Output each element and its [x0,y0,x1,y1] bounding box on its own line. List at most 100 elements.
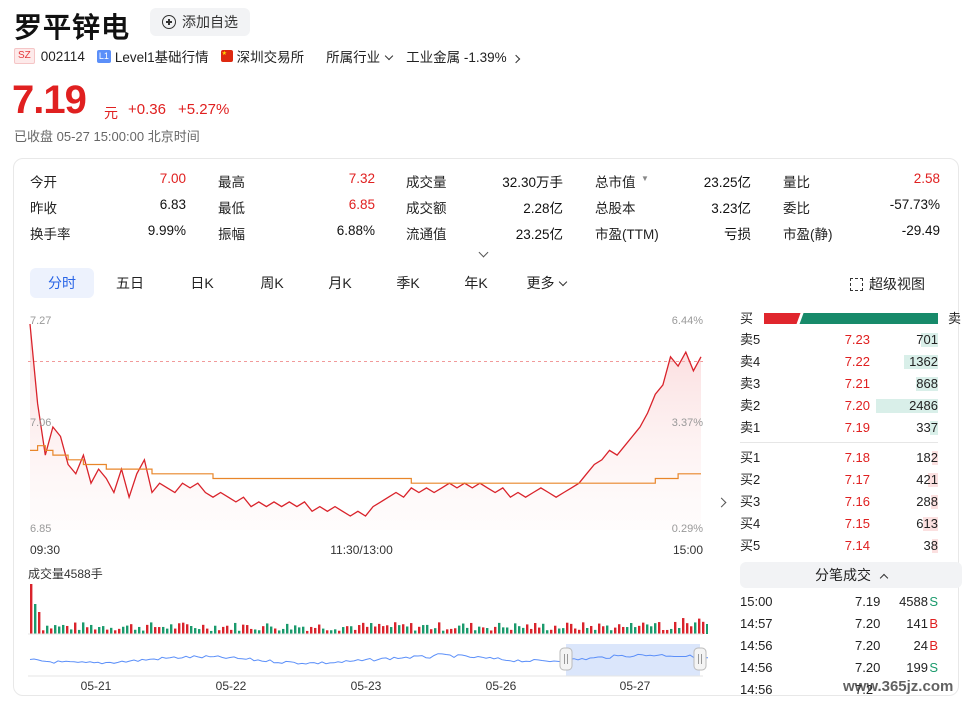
stat-value: 6.83 [159,197,186,212]
stat-label: 今开 [30,175,57,190]
buy-ratio-fill [764,313,801,324]
volume-bar [230,629,233,634]
trade-direction: B [929,638,938,653]
tab-4[interactable]: 月K [306,268,374,298]
caret-down-icon[interactable]: ▼ [641,174,649,183]
volume-bar [86,627,89,634]
tab-6[interactable]: 年K [442,268,510,298]
stat-label[interactable]: 总市值 [595,175,636,190]
tab-3[interactable]: 周K [238,268,306,298]
level-volume: 2486 [909,398,938,413]
volume-bar [582,622,585,634]
tab-7[interactable]: 更多 [510,268,582,298]
sell-level-row: 卖4 7.22 1362 [740,351,938,373]
level-label: 卖4 [740,354,761,369]
stat-value: 2.58 [913,171,940,186]
volume-bar [146,624,149,634]
volume-bar [94,629,97,634]
level-label: 买1 [740,450,761,465]
stat-label: 最低 [218,201,245,216]
volume-bar [338,630,341,634]
volume-bar [650,626,653,634]
volume-bar [362,622,365,634]
industry-link[interactable]: 工业金属 -1.39% [406,46,520,66]
volume-bar [638,625,641,634]
volume-bar [550,629,553,634]
tab-label: 日K [190,275,214,291]
trades-toggle-label: 分笔成交 [815,567,872,583]
volume-bar [570,623,573,634]
volume-bar [314,627,317,634]
tab-0[interactable]: 分时 [30,268,94,298]
volume-bar [130,624,133,634]
nav-series-line [29,653,708,665]
volume-bar [442,630,445,634]
volume-bar [154,627,157,634]
volume-bar [474,630,477,634]
volume-bar [462,623,465,634]
stat-value: -29.49 [901,223,940,238]
volume-bar [294,625,297,634]
level-price: 7.20 [844,398,870,413]
nav-date-label: 05-26 [486,679,517,690]
buy-level-row: 买5 7.14 38 [740,535,938,557]
stat-value: 23.25亿 [703,175,751,190]
level-label: 买4 [740,516,761,531]
stat-label: 委比 [783,201,810,216]
buy-sell-ratio-bar: 买卖 [740,311,961,326]
depth-bar [916,377,938,391]
stat-label: 总股本 [595,201,636,216]
trade-time: 15:00 [740,594,773,609]
chevron-right-icon [511,54,520,64]
volume-bar [38,612,41,634]
avg-price-line [30,445,701,484]
exchange-name: 深圳交易所 [236,50,305,65]
volume-bar [106,629,109,634]
stat-label: 昨收 [30,201,57,216]
stat-label: 成交量 [406,175,447,190]
depth-bar [923,517,938,531]
volume-bar [698,618,701,634]
level-price: 7.21 [844,376,870,391]
volume-bar [446,629,449,634]
volume-bar [430,629,433,634]
intraday-chart[interactable]: 7.27 7.06 6.85 6.44% 3.37% 0.29% 09:30 11:30/13… [28,310,708,690]
volume-bar [394,622,397,634]
add-favorite-button[interactable]: 添加自选 [150,8,250,36]
level-volume: 613 [916,516,938,531]
volume-bar [214,625,217,634]
super-view-button[interactable]: 超级视图 [850,274,925,294]
volume-bar [286,623,289,634]
nav-right-handle [693,647,707,671]
volume-bar [50,628,53,634]
tab-2[interactable]: 日K [166,268,238,298]
price-change-pct: +5.27% [178,101,230,118]
depth-bar [928,473,938,487]
china-flag-icon [220,50,233,62]
price-area [30,324,701,530]
level-price: 7.14 [844,538,870,553]
level-volume: 1362 [909,354,938,369]
volume-bar [66,625,69,634]
trade-volume: 199 [906,660,928,675]
volume-bar [494,626,497,634]
trade-row: 15:00 7.19 4588 S [740,591,938,613]
volume-bar [290,629,293,634]
trades-toggle-button[interactable]: 分笔成交 [740,562,962,588]
trade-price: 7.2 [855,682,874,697]
buy-level-row: 买4 7.15 613 [740,513,938,535]
volume-bar [270,626,273,634]
industry-dropdown[interactable]: 所属行业 [326,46,400,66]
time-label-open: 09:30 [30,543,60,557]
buy-level-row: 买2 7.17 421 [740,469,938,491]
volume-bar [490,630,493,634]
volume-bar [546,630,549,634]
depth-bar [932,539,938,553]
volume-bar [42,630,45,634]
volume-bar [70,629,73,634]
super-view-label: 超级视图 [869,276,925,292]
tab-5[interactable]: 季K [374,268,442,298]
tab-1[interactable]: 五日 [94,268,166,298]
volume-bar [182,622,185,634]
stat-value: -57.73% [889,197,940,212]
